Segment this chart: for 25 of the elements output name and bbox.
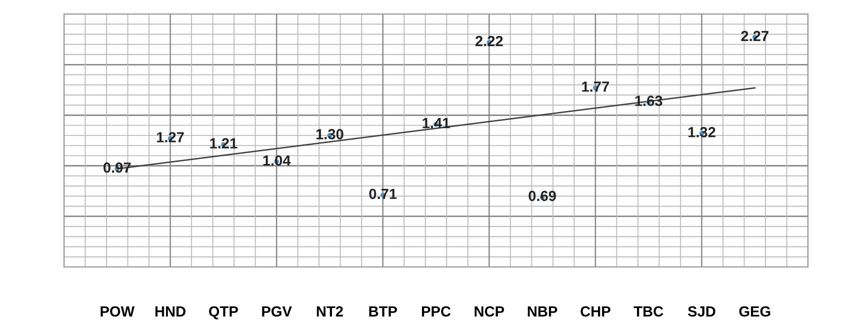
x-tick-label: BTP — [369, 306, 397, 316]
x-tick-label: GEG — [739, 306, 770, 317]
data-label: 1.30 — [316, 129, 344, 140]
data-label: 0.71 — [369, 188, 397, 200]
x-tick-label: NBP — [528, 306, 558, 316]
x-tick-label: PPC — [422, 306, 451, 317]
x-tick-label: PGV — [262, 306, 292, 317]
data-label: 0.69 — [528, 190, 556, 202]
data-label: 1.21 — [210, 138, 238, 148]
data-label: 0.97 — [104, 162, 131, 173]
data-label: 1.32 — [688, 127, 716, 138]
data-label: 1.04 — [263, 155, 291, 166]
x-tick-label: POW — [100, 306, 135, 317]
x-tick-label: SJD — [688, 306, 716, 317]
data-label: 1.27 — [157, 132, 184, 142]
data-label: 2.27 — [741, 30, 768, 42]
data-label: 1.77 — [582, 82, 609, 92]
x-tick-label: TBC — [634, 306, 664, 317]
x-tick-label: QTP — [209, 306, 238, 320]
x-tick-label: HND — [155, 306, 186, 316]
data-label: 1.41 — [422, 118, 450, 128]
x-tick-label: CHP — [580, 306, 610, 317]
x-tick-label: NT2 — [316, 306, 343, 316]
x-tick-label: NCP — [474, 306, 504, 317]
data-label: 2.22 — [475, 36, 503, 46]
